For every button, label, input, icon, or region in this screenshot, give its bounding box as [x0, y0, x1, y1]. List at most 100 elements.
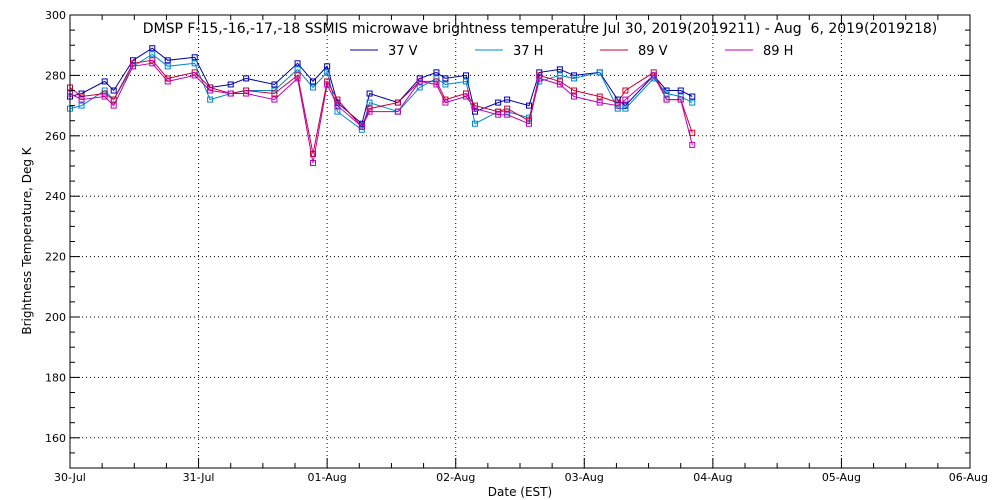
data-point-37-h — [677, 93, 684, 100]
data-point-89-v — [310, 150, 316, 157]
data-point-37-v — [164, 57, 171, 64]
data-point-37-v — [472, 108, 478, 115]
data-point-37-v — [271, 81, 278, 88]
data-point-37-v — [556, 66, 563, 73]
data-point-89-v — [366, 105, 373, 112]
legend-label: 89 H — [763, 44, 793, 59]
data-point-89-h — [110, 102, 117, 109]
data-point-89-h — [622, 96, 629, 103]
data-point-37-v — [294, 60, 301, 67]
series-lines — [69, 47, 693, 164]
x-tick-label: 30-Jul — [54, 471, 86, 484]
data-point-89-v — [164, 75, 171, 82]
data-point-89-v — [207, 84, 214, 91]
data-point-89-v — [324, 78, 331, 85]
data-point-89-h — [324, 81, 331, 88]
y-tick-label: 160 — [45, 432, 66, 445]
data-point-89-h — [571, 93, 577, 100]
data-point-89-v — [294, 72, 301, 79]
data-point-89-v — [394, 99, 401, 106]
data-point-89-h — [207, 87, 214, 94]
data-point-89-h — [442, 99, 449, 106]
x-tick-label: 03-Aug — [565, 471, 604, 484]
data-point-37-v — [130, 57, 136, 64]
data-point-37-h — [472, 120, 478, 127]
data-point-89-v — [472, 102, 478, 109]
data-point-37-h — [310, 84, 316, 91]
data-point-89-h — [416, 78, 423, 85]
data-point-89-v — [536, 72, 543, 79]
data-point-89-v — [271, 90, 278, 97]
data-point-89-v — [334, 96, 341, 103]
data-point-89-h — [358, 123, 365, 130]
series-line-89-v — [69, 59, 693, 154]
data-point-37-h — [622, 105, 629, 112]
data-point-37-v — [358, 120, 365, 127]
data-point-37-v — [442, 75, 449, 82]
data-point-37-h — [101, 87, 108, 94]
data-point-89-h — [271, 96, 278, 103]
data-point-37-h — [433, 75, 440, 82]
data-point-37-v — [310, 78, 316, 85]
data-point-89-h — [191, 72, 198, 79]
legend-label: 37 V — [388, 44, 418, 59]
data-point-89-h — [149, 60, 156, 67]
data-point-89-h — [663, 96, 670, 103]
data-point-37-v — [191, 54, 198, 61]
data-point-37-v — [227, 81, 234, 88]
data-point-89-h — [433, 81, 440, 88]
data-point-89-h — [394, 108, 401, 115]
data-point-37-v — [416, 75, 423, 82]
data-point-89-h — [227, 90, 234, 97]
data-point-37-v — [324, 63, 331, 70]
x-tick-label: 04-Aug — [693, 471, 732, 484]
data-point-89-h — [310, 159, 316, 166]
data-point-37-h — [442, 81, 449, 88]
data-point-89-v — [596, 93, 603, 100]
data-point-89-v — [110, 96, 117, 103]
data-point-89-v — [243, 87, 250, 94]
data-point-89-h — [689, 141, 696, 148]
data-point-37-v — [78, 90, 85, 97]
data-point-37-h — [271, 87, 278, 94]
data-point-37-h — [366, 99, 373, 106]
y-tick-label: 260 — [45, 130, 66, 143]
axis-ticks — [69, 14, 971, 469]
data-point-37-v — [536, 69, 543, 76]
y-tick-label: 220 — [45, 251, 66, 264]
data-point-37-v — [463, 72, 469, 79]
data-point-89-h — [334, 102, 341, 109]
legend: 37 V 37 H 89 V 89 H — [350, 44, 793, 59]
data-point-37-h — [294, 66, 301, 73]
y-tick-label: 240 — [45, 190, 66, 203]
data-point-37-h — [504, 108, 511, 115]
data-point-89-v — [433, 78, 440, 85]
data-point-37-h — [536, 78, 543, 85]
data-point-37-v — [622, 102, 629, 109]
data-point-89-h — [294, 75, 301, 82]
y-tick-label: 300 — [45, 9, 66, 22]
series-line-89-h — [69, 62, 693, 164]
data-point-37-h — [416, 84, 423, 91]
data-point-37-h — [689, 99, 696, 106]
data-point-89-h — [164, 78, 171, 85]
data-point-37-v — [689, 93, 696, 100]
data-point-37-h — [571, 75, 577, 82]
data-point-37-v — [101, 78, 108, 85]
y-tick-label: 200 — [45, 311, 66, 324]
data-point-89-h — [536, 75, 543, 82]
x-tick-label: 02-Aug — [436, 471, 475, 484]
y-tick-label: 280 — [45, 69, 66, 82]
data-point-89-h — [463, 93, 469, 100]
data-point-37-v — [526, 102, 532, 109]
series-line-37-h — [69, 53, 693, 131]
data-point-37-h — [191, 60, 198, 67]
data-point-37-h — [358, 126, 365, 133]
data-point-89-v — [495, 108, 502, 115]
data-point-89-h — [614, 102, 621, 109]
data-point-37-h — [526, 114, 532, 121]
data-point-89-v — [130, 60, 136, 67]
data-point-89-v — [622, 87, 629, 94]
data-point-37-v — [677, 87, 684, 94]
